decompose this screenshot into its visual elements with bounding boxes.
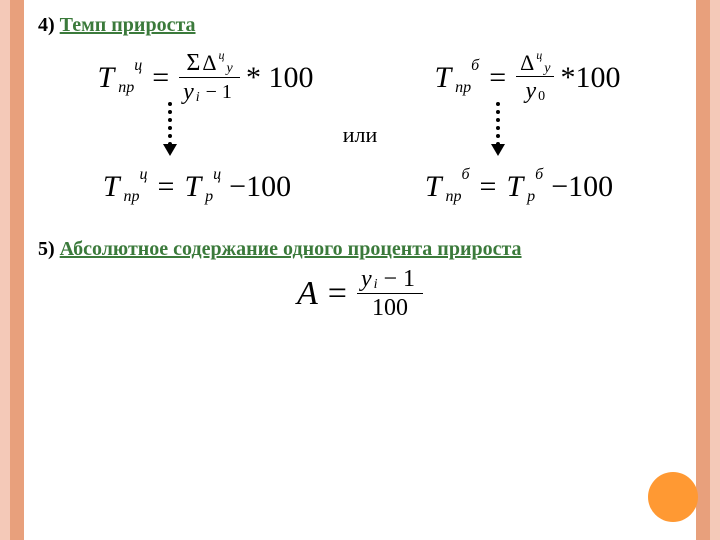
heading-4: 4) Темп прироста	[38, 14, 682, 37]
fraction: Σ Δцy yi − 1	[179, 51, 240, 104]
formula-mid-left: Т пр ц = Т р ц −100	[103, 170, 295, 204]
stripe-right-outer	[710, 0, 720, 540]
arrow-right	[496, 102, 498, 146]
heading-5-number: 5)	[38, 238, 55, 260]
slide-content: 4) Темп прироста Т пр ц = Σ Δцy yi − 1 *…	[28, 0, 692, 540]
arrows-region: или	[38, 106, 682, 156]
stripe-right-inner	[696, 0, 710, 540]
stripe-left-outer	[0, 0, 10, 540]
formula-a-row: А = yi − 1 100	[38, 267, 682, 320]
formula-mid-right: Т пр б = Т р б −100	[425, 170, 617, 204]
formula-row-top: Т пр ц = Σ Δцy yi − 1 * 100 Т пр б =	[38, 51, 682, 104]
heading-5: 5) Абсолютное содержание одного процента…	[38, 238, 682, 261]
or-label: или	[38, 122, 682, 148]
formula-row-mid: Т пр ц = Т р ц −100 Т пр б = Т р б −100	[38, 170, 682, 204]
fraction: yi − 1 100	[357, 267, 423, 320]
fraction: Δцy y 0	[516, 52, 554, 103]
heading-5-title: Абсолютное содержание одного процента пр…	[60, 238, 522, 260]
formula-top-right: Т пр б = Δцy y 0 *100	[434, 52, 622, 103]
accent-circle	[648, 472, 698, 522]
formula-a: А = yi − 1 100	[297, 267, 423, 320]
formula-top-left: Т пр ц = Σ Δцy yi − 1 * 100	[98, 51, 316, 104]
heading-4-number: 4)	[38, 14, 55, 36]
stripe-left-inner	[10, 0, 24, 540]
heading-4-title: Темп прироста	[60, 14, 196, 36]
